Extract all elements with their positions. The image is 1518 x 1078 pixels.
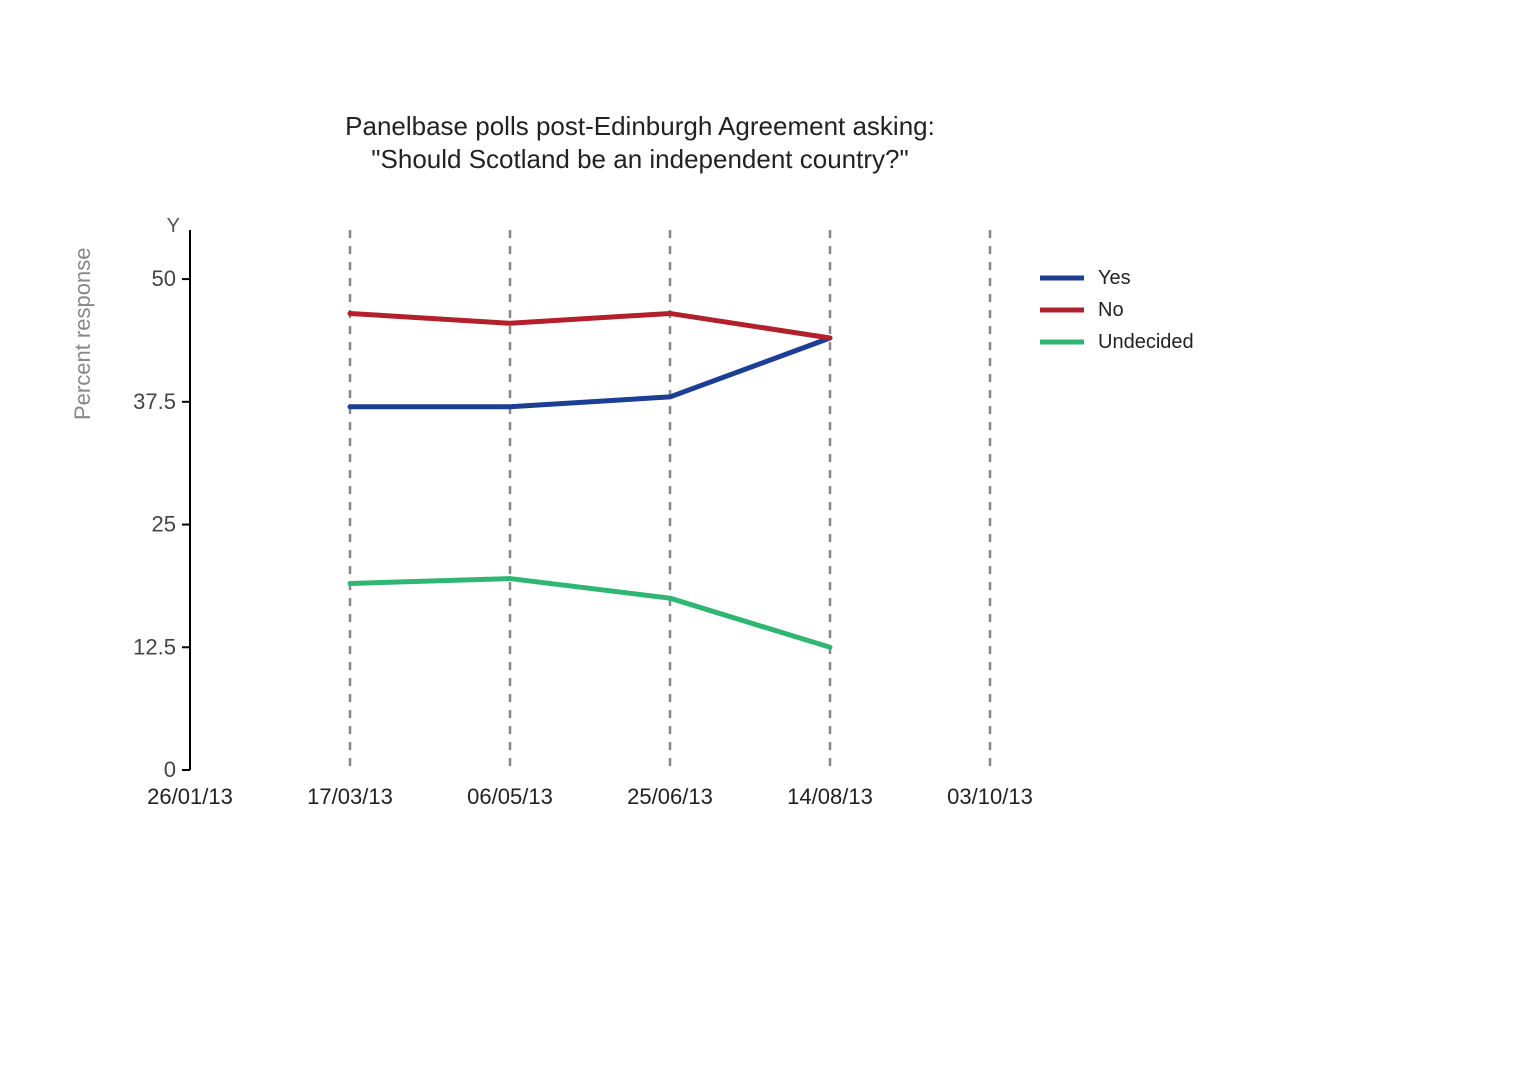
x-tick-label: 03/10/13 bbox=[947, 784, 1033, 809]
chart-svg: Y 0 12.5 25 37.5 50 26/01/13 17/03/13 06/05/13 25… bbox=[0, 0, 1518, 1078]
x-tick-label: 17/03/13 bbox=[307, 784, 393, 809]
chart-container: Panelbase polls post-Edinburgh Agreement… bbox=[0, 0, 1518, 1078]
y-tick-label: 25 bbox=[152, 512, 176, 537]
series-line-undecided bbox=[350, 579, 830, 648]
legend-label-yes: Yes bbox=[1098, 267, 1131, 289]
legend-label-no: No bbox=[1098, 299, 1124, 321]
y-tick-label: 0 bbox=[164, 757, 176, 782]
y-axis-marker: Y bbox=[167, 215, 180, 237]
x-tick-label: 26/01/13 bbox=[147, 784, 233, 809]
y-tick-label: 50 bbox=[152, 266, 176, 291]
x-tick-label: 14/08/13 bbox=[787, 784, 873, 809]
legend-label-undecided: Undecided bbox=[1098, 331, 1194, 353]
series-line-yes bbox=[350, 338, 830, 407]
series-line-no bbox=[350, 313, 830, 338]
y-tick-label: 37.5 bbox=[133, 389, 176, 414]
x-tick-label: 06/05/13 bbox=[467, 784, 553, 809]
y-tick-label: 12.5 bbox=[133, 634, 176, 659]
x-tick-label: 25/06/13 bbox=[627, 784, 713, 809]
